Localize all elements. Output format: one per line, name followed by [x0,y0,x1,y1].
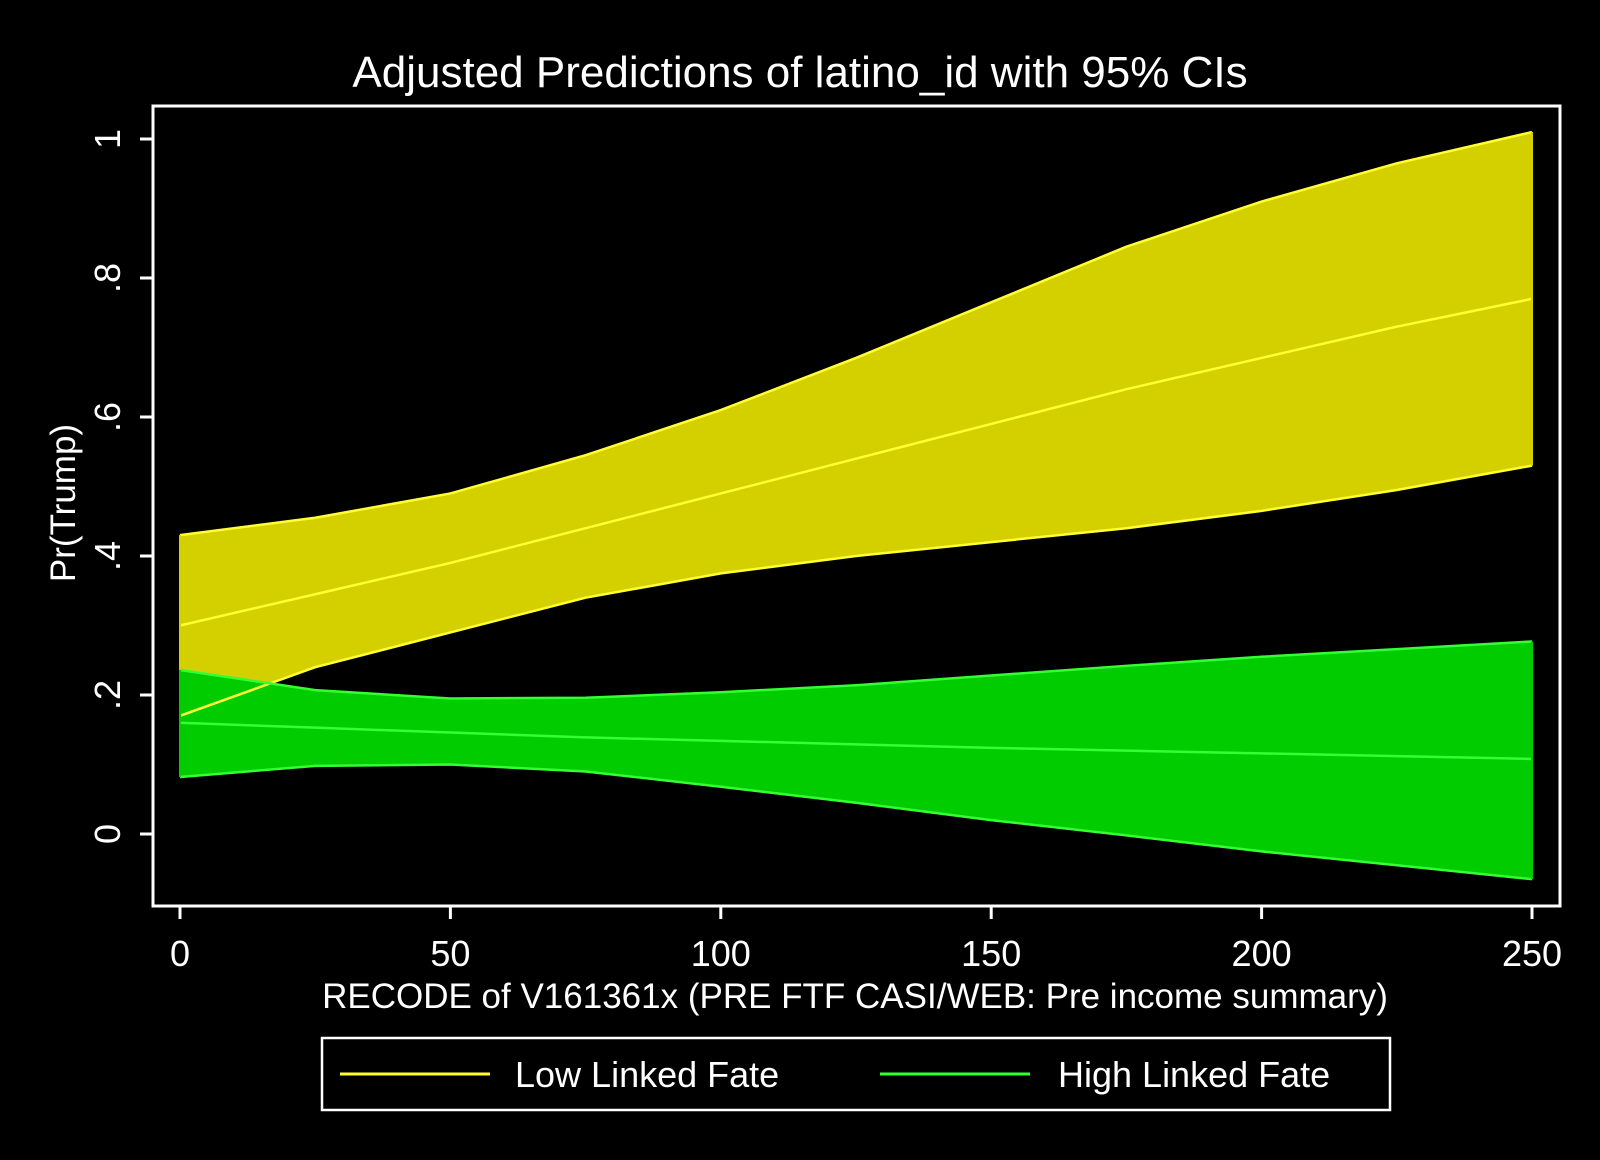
ci-band-low-linked-fate [180,132,1532,716]
legend-label-high-linked-fate: High Linked Fate [1058,1054,1330,1095]
x-tick-label: 250 [1502,933,1562,974]
ci-lower-line-low-linked-fate [179,464,1533,718]
estimate-line-high-linked-fate [179,721,1533,761]
y-tick-label: .4 [87,541,128,571]
x-tick-label: 0 [170,933,190,974]
y-tick-label: .8 [87,263,128,293]
x-tick-label: 50 [430,933,470,974]
legend-box [320,1036,1392,1112]
legend: Low Linked Fate High Linked Fate [320,1036,1392,1112]
y-tick-label: .6 [87,402,128,432]
ci-upper-line-low-linked-fate [179,130,1533,537]
legend-label-low-linked-fate: Low Linked Fate [515,1054,779,1095]
y-tick-label: .2 [87,680,128,710]
x-tick-label: 100 [691,933,751,974]
plot-frame [151,104,1562,908]
ci-band-high-linked-fate [180,641,1532,880]
x-tick-label: 200 [1232,933,1292,974]
y-tick-label: 1 [87,129,128,149]
x-axis-label: RECODE of V161361x (PRE FTF CASI/WEB: Pr… [322,977,1388,1016]
estimate-line-low-linked-fate [179,297,1533,627]
axes: 0 50 100 150 200 250 0 .2 .4 .6 .8 1 [87,129,1562,974]
y-axis-label: Pr(Trump) [44,424,83,582]
ci-upper-line-high-linked-fate [179,640,1533,700]
plot-area [179,130,1533,881]
chart-title: Adjusted Predictions of latino_id with 9… [352,48,1247,97]
ci-lower-line-high-linked-fate [179,763,1533,881]
y-tick-label: 0 [87,824,128,844]
x-tick-label: 150 [961,933,1021,974]
